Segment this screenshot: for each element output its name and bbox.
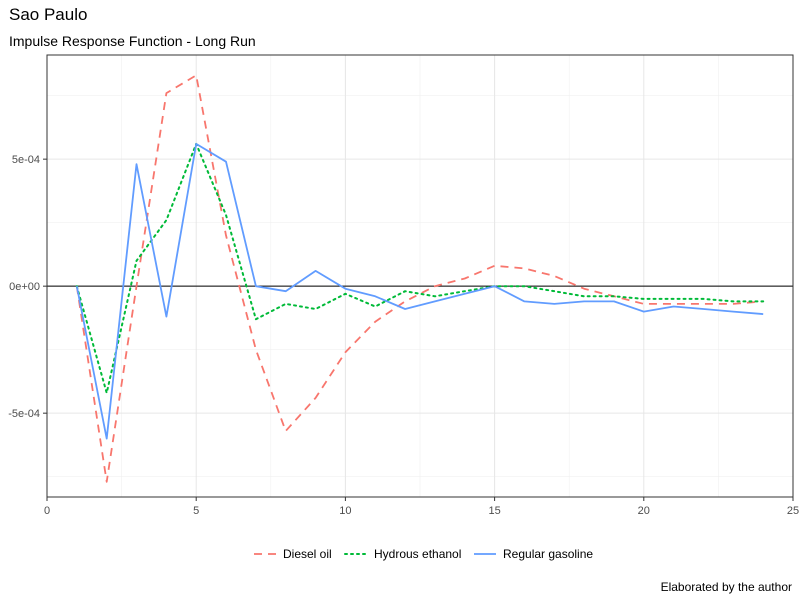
x-tick-label: 0 [44, 505, 50, 517]
plot-panel-border [46, 54, 794, 498]
x-tick-label: 10 [339, 505, 351, 517]
y-tick-label: -5e-04 [8, 408, 40, 420]
series-line-hydrous-ethanol [75, 142, 765, 394]
y-tick-label: 0e+00 [9, 281, 40, 293]
series-line-diesel-oil [75, 74, 764, 483]
series-line-regular-gasoline [75, 142, 764, 440]
legend-label: Diesel oil [283, 547, 332, 561]
legend-label: Hydrous ethanol [374, 547, 461, 561]
y-tick-label: 5e-04 [12, 154, 40, 166]
chart-caption: Elaborated by the author [660, 580, 792, 594]
y-axis: -5e-04 0e+00 5e-04 [8, 154, 47, 420]
x-tick-label: 20 [638, 505, 650, 517]
x-tick-label: 25 [787, 505, 799, 517]
chart-title: Sao Paulo [9, 5, 88, 24]
x-tick-label: 15 [488, 505, 500, 517]
chart-subtitle: Impulse Response Function - Long Run [9, 33, 256, 49]
x-axis: 0 5 10 15 20 25 [44, 497, 799, 517]
x-tick-label: 5 [193, 505, 199, 517]
legend-label: Regular gasoline [503, 547, 593, 561]
series-layer [75, 74, 765, 483]
legend: Diesel oil Hydrous ethanol Regular gasolin… [254, 547, 593, 561]
